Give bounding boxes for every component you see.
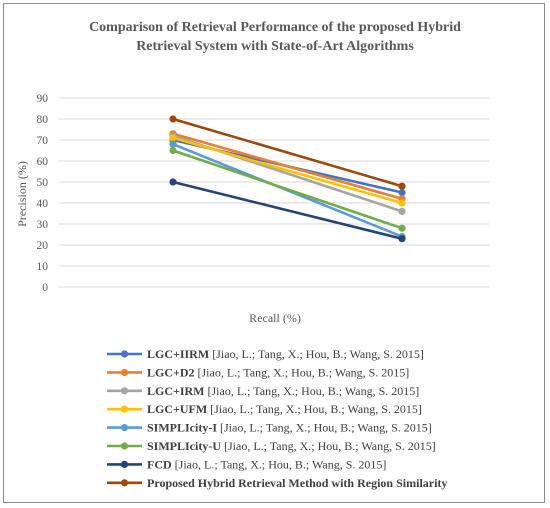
legend-item: LGC+D2 [Jiao, L.; Tang, X.; Hou, B.; Wan…: [107, 365, 409, 379]
y-tick-label: 60: [37, 156, 49, 168]
y-tick-label: 10: [37, 261, 49, 273]
legend-swatch-marker: [120, 479, 129, 487]
series-line: [171, 117, 404, 188]
legend-series-reference: [Jiao, L.; Tang, X.; Hou, B.; Wang, S. 2…: [209, 347, 424, 361]
y-tick-label: 0: [42, 282, 48, 294]
series-line: [171, 149, 404, 230]
data-point: [169, 134, 177, 142]
x-axis-label: Recall (%): [249, 311, 301, 325]
legend: LGC+IIRM [Jiao, L.; Tang, X.; Hou, B.; W…: [107, 347, 447, 490]
series: [169, 146, 406, 232]
y-tick-label: 40: [37, 198, 49, 210]
y-tick-label: 20: [37, 240, 49, 252]
series: [169, 178, 406, 243]
legend-swatch-marker: [120, 442, 129, 450]
legend-label: LGC+IRM [Jiao, L.; Tang, X.; Hou, B.; Wa…: [147, 384, 419, 398]
y-axis-label: Precision (%): [15, 161, 29, 227]
legend-label: LGC+D2 [Jiao, L.; Tang, X.; Hou, B.; Wan…: [147, 365, 409, 379]
series-line: [171, 136, 404, 205]
legend-series-reference: [Jiao, L.; Tang, X.; Hou, B.; Wang, S. 2…: [205, 384, 420, 398]
gridlines: [59, 97, 489, 288]
precision-recall-chart: Comparison of Retrieval Performance of t…: [15, 20, 489, 490]
y-axis-ticks: 0 10 20 30 40 50 60 70 80 90: [37, 93, 49, 294]
data-point: [398, 224, 406, 232]
data-point: [169, 140, 177, 148]
data-point: [398, 188, 406, 197]
legend-item: LGC+IRM [Jiao, L.; Tang, X.; Hou, B.; Wa…: [107, 384, 419, 398]
y-tick-label: 30: [37, 219, 49, 231]
legend-swatch-marker: [120, 424, 129, 432]
y-tick-label: 70: [37, 135, 49, 147]
legend-series-name: SIMPLIcity-U: [147, 439, 221, 453]
chart-frame: Comparison of Retrieval Performance of t…: [3, 3, 545, 503]
legend-swatch-marker: [120, 460, 129, 468]
legend-swatch-marker: [120, 405, 129, 413]
y-tick-label: 90: [37, 93, 49, 105]
legend-series-name: Proposed Hybrid Retrieval Method with Re…: [147, 476, 447, 490]
series-line: [171, 132, 404, 201]
legend-swatch-marker: [120, 387, 129, 395]
legend-series-reference: [Jiao, L.; Tang, X.; Hou, B.; Wang, S. 2…: [195, 365, 410, 379]
legend-item: SIMPLIcity-U [Jiao, L.; Tang, X.; Hou, B…: [107, 439, 436, 453]
series: [169, 134, 406, 207]
legend-item: LGC+UFM [Jiao, L.; Tang, X.; Hou, B.; Wa…: [107, 402, 422, 416]
legend-item: Proposed Hybrid Retrieval Method with Re…: [107, 476, 447, 490]
legend-label: SIMPLIcity-U [Jiao, L.; Tang, X.; Hou, B…: [147, 439, 436, 453]
legend-series-name: LGC+IRM: [147, 384, 205, 398]
y-tick-label: 80: [37, 114, 49, 126]
legend-series-reference: [Jiao, L.; Tang, X.; Hou, B.; Wang, S. 2…: [217, 421, 432, 435]
legend-series-name: LGC+UFM: [147, 402, 207, 416]
legend-series-name: SIMPLIcity-I: [147, 421, 217, 435]
legend-label: SIMPLIcity-I [Jiao, L.; Tang, X.; Hou, B…: [147, 421, 432, 435]
data-point: [398, 207, 406, 215]
legend-label: Proposed Hybrid Retrieval Method with Re…: [147, 476, 447, 490]
chart-title-line-1: Comparison of Retrieval Performance of t…: [89, 20, 461, 35]
legend-item: LGC+IIRM [Jiao, L.; Tang, X.; Hou, B.; W…: [107, 347, 424, 361]
data-point: [398, 235, 406, 243]
legend-series-name: FCD: [147, 457, 172, 471]
legend-item: FCD [Jiao, L.; Tang, X.; Hou, B.; Wang, …: [107, 457, 386, 471]
chart-title-line-2: Retrieval System with State-of-Art Algor…: [136, 39, 414, 54]
legend-series-reference: [Jiao, L.; Tang, X.; Hou, B.; Wang, S. 2…: [207, 402, 422, 416]
legend-label: LGC+UFM [Jiao, L.; Tang, X.; Hou, B.; Wa…: [147, 402, 422, 416]
data-point: [398, 199, 406, 207]
y-tick-label: 50: [37, 177, 49, 189]
legend-series-reference: [Jiao, L.; Tang, X.; Hou, B.; Wang, S. 2…: [221, 439, 436, 453]
data-point: [169, 146, 177, 155]
legend-item: SIMPLIcity-I [Jiao, L.; Tang, X.; Hou, B…: [107, 421, 432, 435]
series-line: [171, 180, 404, 240]
series: [169, 115, 406, 190]
data-point: [169, 178, 177, 186]
data-point: [169, 115, 177, 123]
legend-series-reference: [Jiao, L.; Tang, X.; Hou, B.; Wang, S. 2…: [172, 457, 387, 471]
data-point: [398, 182, 406, 190]
series-lines: [169, 115, 406, 243]
legend-label: FCD [Jiao, L.; Tang, X.; Hou, B.; Wang, …: [147, 457, 386, 471]
legend-series-name: LGC+D2: [147, 365, 195, 379]
legend-swatch-marker: [120, 368, 129, 376]
legend-swatch-marker: [120, 350, 129, 358]
legend-label: LGC+IIRM [Jiao, L.; Tang, X.; Hou, B.; W…: [147, 347, 424, 361]
legend-series-name: LGC+IIRM: [147, 347, 209, 361]
